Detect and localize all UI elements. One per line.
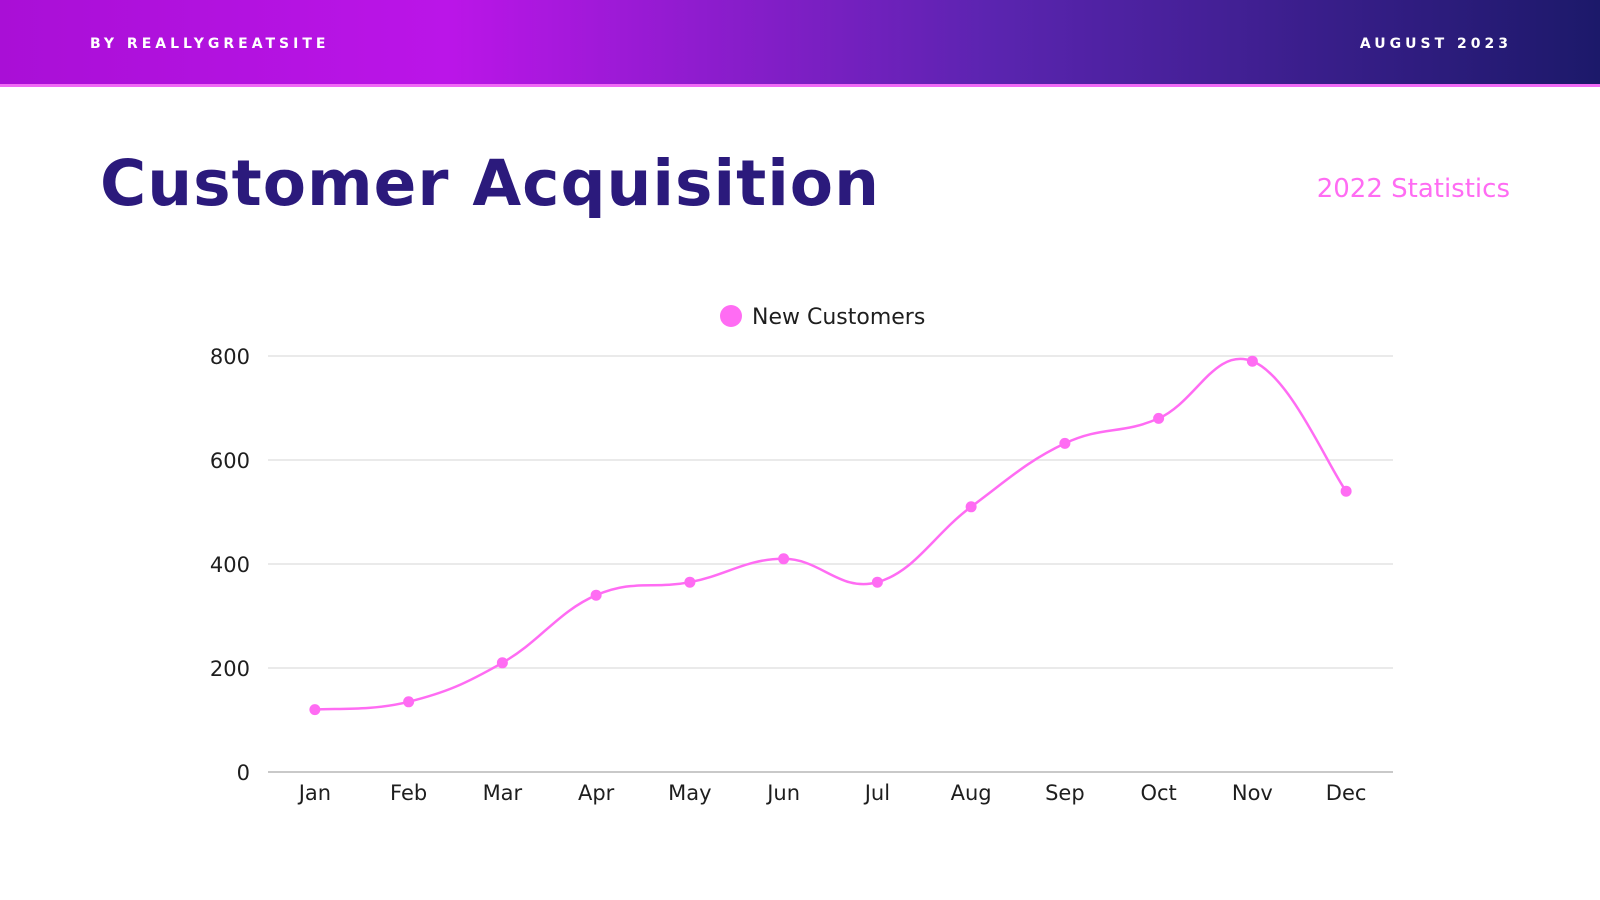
legend-marker — [720, 305, 742, 327]
y-axis: 0 200 400 600 800 — [210, 345, 250, 785]
data-point-may — [684, 576, 696, 588]
x-tick-label: May — [668, 781, 711, 805]
data-point-dec — [1340, 485, 1352, 497]
data-point-sep — [1059, 437, 1071, 449]
x-tick-label: Jul — [863, 781, 890, 805]
y-tick-label: 0 — [237, 761, 250, 785]
data-point-jul — [871, 576, 883, 588]
x-tick-label: Aug — [951, 781, 992, 805]
y-tick-label: 200 — [210, 657, 250, 681]
series-line-new-customers — [313, 357, 1348, 711]
gridlines — [268, 355, 1393, 773]
data-point-apr — [590, 589, 602, 601]
legend-label: New Customers — [752, 305, 925, 330]
data-point-jun — [778, 553, 790, 565]
legend: New Customers — [720, 305, 925, 330]
header-banner: BY REALLYGREATSITE AUGUST 2023 — [0, 0, 1600, 87]
page-subtitle: 2022 Statistics — [1316, 174, 1510, 204]
series-line-group — [313, 357, 1348, 711]
y-tick-label: 800 — [210, 345, 250, 369]
data-point-mar — [496, 657, 508, 669]
x-tick-label: Jan — [297, 781, 331, 805]
x-tick-label: Oct — [1140, 781, 1176, 805]
data-point-oct — [1153, 412, 1165, 424]
x-tick-label: Dec — [1326, 781, 1367, 805]
data-point-feb — [403, 696, 415, 708]
page-title: Customer Acquisition — [100, 147, 880, 220]
data-point-jan — [309, 704, 321, 716]
x-tick-label: Sep — [1045, 781, 1085, 805]
data-point-aug — [965, 501, 977, 513]
data-points — [309, 355, 1352, 716]
x-tick-label: Jun — [765, 781, 800, 805]
y-tick-label: 400 — [210, 553, 250, 577]
x-axis: Jan Feb Mar Apr May Jun Jul Aug Sep Oct Nov Dec — [297, 781, 1367, 805]
x-tick-label: Feb — [390, 781, 427, 805]
x-tick-label: Mar — [483, 781, 523, 805]
x-tick-label: Apr — [578, 781, 615, 805]
data-point-nov — [1246, 355, 1258, 367]
byline: BY REALLYGREATSITE — [90, 36, 330, 52]
x-tick-label: Nov — [1232, 781, 1273, 805]
report-date: AUGUST 2023 — [1359, 36, 1512, 52]
y-tick-label: 600 — [210, 449, 250, 473]
